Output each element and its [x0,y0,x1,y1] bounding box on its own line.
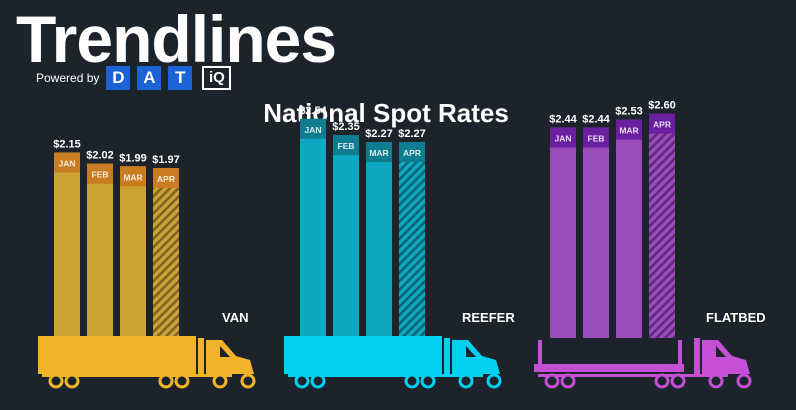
value-label-flatbed-mar: $2.53 [615,106,643,118]
month-box-reefer-apr [399,142,425,163]
series-label-van: VAN [222,310,248,325]
month-box-flatbed-jan [550,127,576,148]
month-box-reefer-feb [333,135,359,156]
bar-flatbed-feb [583,127,609,338]
logo-iq: iQ [202,66,232,90]
series-label-reefer: REEFER [462,310,515,325]
bar-van-feb [87,163,113,338]
powered-by-text: Powered by [36,71,100,85]
bar-reefer-apr [399,142,425,338]
month-box-flatbed-apr [649,113,675,134]
month-label-flatbed-apr: APR [653,120,671,130]
value-label-van-jan: $2.15 [53,138,81,150]
month-label-van-mar: MAR [123,172,142,182]
month-box-van-mar [120,166,146,187]
month-label-van-apr: APR [157,174,175,184]
bar-reefer-feb [333,135,359,338]
month-label-flatbed-jan: JAN [554,133,571,143]
month-label-reefer-feb: FEB [338,141,355,151]
value-label-flatbed-feb: $2.44 [582,113,610,125]
bar-flatbed-jan [550,127,576,338]
logo-letter-t: T [168,66,193,90]
bar-flatbed-mar [616,119,642,338]
month-box-reefer-mar [366,142,392,163]
group-reefer: JAN $2.54 FEB $2.35 MAR $2.27 APR $2.27 REEFER [284,105,515,389]
bar-flatbed-apr [649,113,675,339]
month-label-reefer-apr: APR [403,148,421,158]
month-label-flatbed-feb: FEB [588,133,605,143]
group-van: JAN $2.15 FEB $2.02 MAR $1.99 APR $1.97 VAN [38,138,256,389]
month-label-van-feb: FEB [92,170,109,180]
month-label-reefer-mar: MAR [369,148,388,158]
brand-title: Trendlines [16,2,337,76]
logo-letter-a: A [137,66,162,90]
bar-reefer-jan [300,118,326,338]
month-label-flatbed-mar: MAR [619,126,638,136]
series-label-flatbed: FLATBED [706,310,766,325]
month-label-reefer-jan: JAN [304,125,321,135]
powered-by: Powered by D A T iQ [36,66,232,90]
month-box-van-jan [54,152,80,173]
month-box-flatbed-feb [583,127,609,148]
value-label-van-apr: $1.97 [152,154,180,166]
reefer-truck [284,336,502,389]
logo-letter-d: D [106,66,131,90]
value-label-van-feb: $2.02 [86,150,114,162]
van-truck [38,336,256,389]
month-box-reefer-jan [300,118,326,139]
value-label-reefer-mar: $2.27 [365,128,393,140]
group-flatbed: JAN $2.44 FEB $2.44 MAR $2.53 APR $2.60 FLATBED [534,100,766,389]
value-label-flatbed-jan: $2.44 [549,113,577,125]
month-box-van-feb [87,163,113,184]
bar-van-jan [54,152,80,338]
bar-reefer-mar [366,142,392,338]
month-box-van-apr [153,167,179,188]
bar-van-apr [153,167,179,338]
month-label-van-jan: JAN [58,158,75,168]
flatbed-truck [534,338,752,389]
value-label-van-mar: $1.99 [119,152,147,164]
value-label-reefer-feb: $2.35 [332,121,360,133]
value-label-reefer-apr: $2.27 [398,128,426,140]
value-label-flatbed-apr: $2.60 [648,100,676,112]
value-label-reefer-jan: $2.54 [299,105,327,117]
bar-van-mar [120,166,146,338]
month-box-flatbed-mar [616,119,642,140]
